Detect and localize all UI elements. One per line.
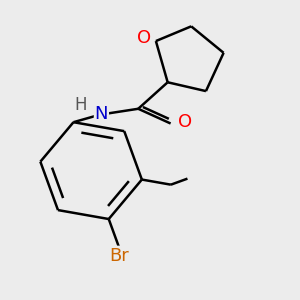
Text: O: O [178,113,192,131]
Text: Br: Br [109,247,129,265]
Text: N: N [95,105,108,123]
Text: O: O [137,29,151,47]
Text: H: H [75,96,87,114]
